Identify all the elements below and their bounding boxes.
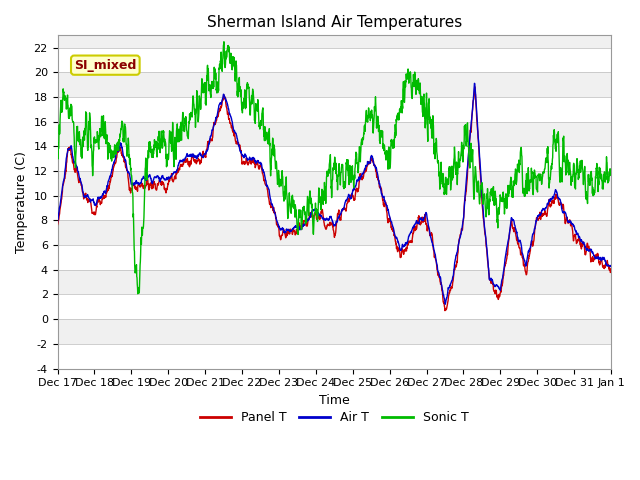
Sonic T — [208, 84, 216, 89]
Line: Sonic T: Sonic T — [58, 42, 611, 294]
Sonic T — [351, 176, 358, 181]
Panel T — [208, 138, 216, 144]
Bar — [58, 97, 611, 122]
Sonic T — [496, 203, 504, 208]
Air T — [362, 164, 370, 169]
Title: Sherman Island Air Temperatures: Sherman Island Air Temperatures — [207, 15, 462, 30]
Panel T — [54, 222, 61, 228]
Bar — [58, 48, 611, 72]
Panel T — [496, 294, 504, 300]
Line: Panel T: Panel T — [58, 87, 611, 311]
Legend: Panel T, Air T, Sonic T: Panel T, Air T, Sonic T — [195, 406, 474, 429]
X-axis label: Time: Time — [319, 394, 349, 407]
Sonic T — [54, 145, 61, 151]
Sonic T — [574, 167, 582, 172]
Sonic T — [220, 39, 228, 45]
Air T — [208, 128, 216, 134]
Panel T — [471, 84, 479, 90]
Y-axis label: Temperature (C): Temperature (C) — [15, 151, 28, 253]
Air T — [350, 187, 358, 192]
Panel T — [441, 308, 449, 313]
Panel T — [350, 196, 358, 202]
Sonic T — [559, 156, 566, 162]
Air T — [607, 263, 615, 269]
Air T — [54, 219, 61, 225]
Bar — [58, 196, 611, 220]
Sonic T — [134, 291, 141, 297]
Bar — [58, 344, 611, 369]
Panel T — [607, 268, 615, 274]
Air T — [574, 231, 582, 237]
Bar — [58, 295, 611, 319]
Panel T — [559, 205, 566, 211]
Air T — [559, 210, 566, 216]
Panel T — [362, 168, 370, 174]
Text: SI_mixed: SI_mixed — [74, 59, 136, 72]
Sonic T — [607, 172, 615, 178]
Line: Air T: Air T — [58, 84, 611, 304]
Air T — [470, 81, 478, 86]
Bar — [58, 146, 611, 171]
Air T — [442, 301, 449, 307]
Bar — [58, 245, 611, 270]
Air T — [496, 286, 504, 291]
Panel T — [574, 238, 582, 244]
Sonic T — [363, 118, 371, 124]
